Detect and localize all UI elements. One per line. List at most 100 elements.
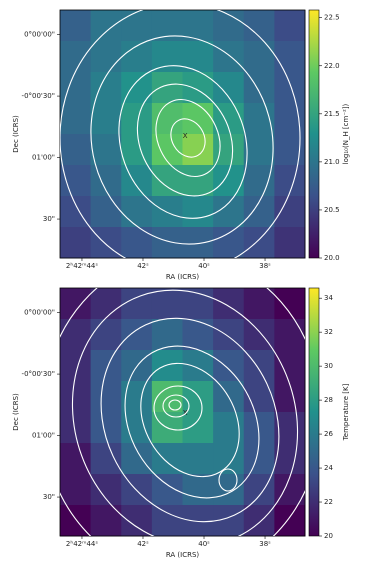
heatmap-cell: [90, 474, 122, 506]
heatmap-cell: [213, 72, 245, 104]
heatmap-cell: [90, 10, 122, 42]
heatmap-cell: [182, 505, 214, 537]
x-tick-label: 42ˢ: [137, 540, 149, 548]
heatmap-cell: [90, 227, 122, 259]
heatmap-cell: [151, 350, 183, 382]
heatmap-cell: [274, 196, 306, 228]
heatmap-cell: [121, 381, 153, 413]
contour: [170, 118, 206, 158]
colorbar-tick-label: 22: [324, 498, 333, 506]
heatmap-cell: [274, 350, 306, 382]
colorbar-tick-label: 30: [324, 362, 333, 370]
annotation: X: [183, 132, 188, 140]
heatmap-cell: [121, 134, 153, 166]
heatmap-cell: [121, 288, 153, 320]
y-tick-label: 01'00": [32, 432, 55, 440]
colorbar-tick-label: 20.5: [324, 206, 340, 214]
y-tick-label: 01'00": [32, 154, 55, 162]
heatmap-cell: [90, 319, 122, 351]
heatmap-cell: [60, 41, 92, 73]
heatmap-cell: [90, 288, 122, 320]
heatmap-cell: [182, 227, 214, 259]
contour: [124, 345, 260, 499]
heatmap-cell: [274, 227, 306, 259]
heatmap-cell: [151, 41, 183, 73]
heatmap-cell: [90, 505, 122, 537]
plot-frame: [59, 287, 306, 537]
heatmap-cell: [151, 474, 183, 506]
x-tick-label: 42ˢ: [137, 262, 149, 270]
heatmap-cell: [60, 227, 92, 259]
colorbar-tick-label: 24: [324, 464, 333, 472]
heatmap-cell: [274, 10, 306, 42]
heatmap-cell: [90, 443, 122, 475]
colorbar-label: Temperature [K]: [342, 383, 350, 441]
heatmap-cell: [60, 103, 92, 135]
heatmap-cell: [60, 165, 92, 197]
heatmap-cell: [213, 443, 245, 475]
heatmap-cell: [60, 134, 92, 166]
contour: [168, 399, 182, 411]
contour: [100, 317, 280, 523]
heatmap-cell: [60, 381, 92, 413]
colorbar-tick-label: 20: [324, 532, 333, 540]
colorbar: [308, 9, 320, 259]
x-tick-label: 38ˢ: [259, 262, 271, 270]
heatmap-cell: [151, 505, 183, 537]
heatmap-cell: [182, 196, 214, 228]
contour: [162, 394, 190, 418]
heatmap-cell: [213, 10, 245, 42]
heatmap-cell: [121, 165, 153, 197]
y-tick-label: -0°00'30": [22, 92, 55, 100]
contour: [90, 35, 274, 245]
colorbar-tick-label: 28: [324, 396, 333, 404]
heatmap-cell: [243, 165, 275, 197]
heatmap-cell: [90, 196, 122, 228]
heatmap-cell: [182, 288, 214, 320]
heatmap-cell: [213, 41, 245, 73]
x-tick-label: 2ʰ42ᵐ44ˢ: [66, 540, 98, 548]
x-tick-label: 40ˢ: [198, 262, 210, 270]
heatmap-cell: [60, 288, 92, 320]
contour: [118, 65, 248, 219]
contour: [71, 289, 299, 536]
heatmap-cell: [182, 165, 214, 197]
heatmap-cell: [90, 134, 122, 166]
y-tick-label: 0°00'00": [24, 31, 55, 39]
heatmap-cell: [151, 288, 183, 320]
heatmap-cell: [243, 134, 275, 166]
heatmap-cell: [274, 41, 306, 73]
heatmap-cell: [182, 10, 214, 42]
heatmap-cell: [60, 10, 92, 42]
contour: [60, 10, 301, 258]
colorbar-tick-label: 22.5: [324, 14, 340, 22]
contours: [60, 288, 305, 536]
heatmap-cell: [60, 474, 92, 506]
heatmap-cell: [60, 443, 92, 475]
heatmap-cell: [182, 319, 214, 351]
y-tick-label: 30": [43, 493, 55, 501]
heatmap-cell: [121, 227, 153, 259]
heatmap-cell: [90, 350, 122, 382]
heatmap-cell: [274, 505, 306, 537]
x-tick-label: 38ˢ: [259, 540, 271, 548]
heatmap-cell: [213, 350, 245, 382]
heatmap-cell: [274, 72, 306, 104]
x-tick-label: 2ʰ42ᵐ44ˢ: [66, 262, 98, 270]
heatmap-cell: [182, 474, 214, 506]
heatmap-cell: [182, 443, 214, 475]
contour: [218, 468, 238, 492]
heatmap-cell: [182, 134, 214, 166]
heatmap-cell: [243, 505, 275, 537]
annotation: X: [183, 409, 188, 417]
contour: [140, 362, 240, 478]
y-tick-label: 30": [43, 215, 55, 223]
heatmap-cell: [213, 474, 245, 506]
y-axis-label: Dec (ICRS): [12, 393, 20, 431]
colorbar-tick-label: 21.5: [324, 110, 340, 118]
heatmap-cell: [213, 412, 245, 444]
heatmap-cell: [90, 103, 122, 135]
colorbar-label: log₁₀(N_H [cm⁻²]): [342, 103, 350, 164]
x-axis-label: RA (ICRS): [166, 551, 200, 559]
